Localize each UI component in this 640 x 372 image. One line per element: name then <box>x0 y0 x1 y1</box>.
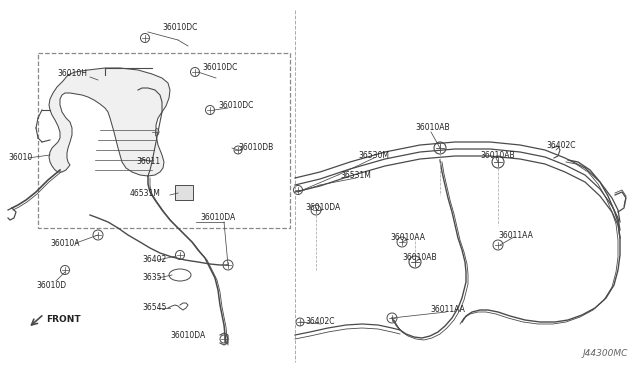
Text: 36402: 36402 <box>142 256 166 264</box>
Text: 36010DA: 36010DA <box>305 203 340 212</box>
Text: 36010DA: 36010DA <box>170 330 205 340</box>
Text: 36402C: 36402C <box>305 317 335 327</box>
Text: 36010D: 36010D <box>36 280 66 289</box>
Polygon shape <box>49 68 170 176</box>
Text: 36010DB: 36010DB <box>238 144 273 153</box>
Text: 36402C: 36402C <box>546 141 575 150</box>
Text: FRONT: FRONT <box>46 315 81 324</box>
Text: 36011: 36011 <box>136 157 160 167</box>
Text: 36010DC: 36010DC <box>218 102 253 110</box>
Text: 36010AB: 36010AB <box>415 124 450 132</box>
Text: 36010AA: 36010AA <box>390 234 425 243</box>
Text: 36351: 36351 <box>142 273 166 282</box>
Text: 36531M: 36531M <box>340 171 371 180</box>
Text: J44300MC: J44300MC <box>582 349 628 358</box>
Text: 36010AB: 36010AB <box>480 151 515 160</box>
FancyBboxPatch shape <box>175 185 193 200</box>
Text: 36010DC: 36010DC <box>202 64 237 73</box>
Text: 36010AB: 36010AB <box>402 253 436 263</box>
Text: 36010DC: 36010DC <box>162 23 197 32</box>
Text: 36010A: 36010A <box>50 238 79 247</box>
Text: 36530M: 36530M <box>358 151 389 160</box>
Text: 36010DA: 36010DA <box>200 214 236 222</box>
Text: 46531M: 46531M <box>130 189 161 198</box>
Text: 36010: 36010 <box>8 154 32 163</box>
Text: 36010H: 36010H <box>57 68 87 77</box>
Text: 36011AA: 36011AA <box>498 231 533 240</box>
Text: 36545: 36545 <box>142 304 166 312</box>
Text: 36011AA: 36011AA <box>430 305 465 314</box>
